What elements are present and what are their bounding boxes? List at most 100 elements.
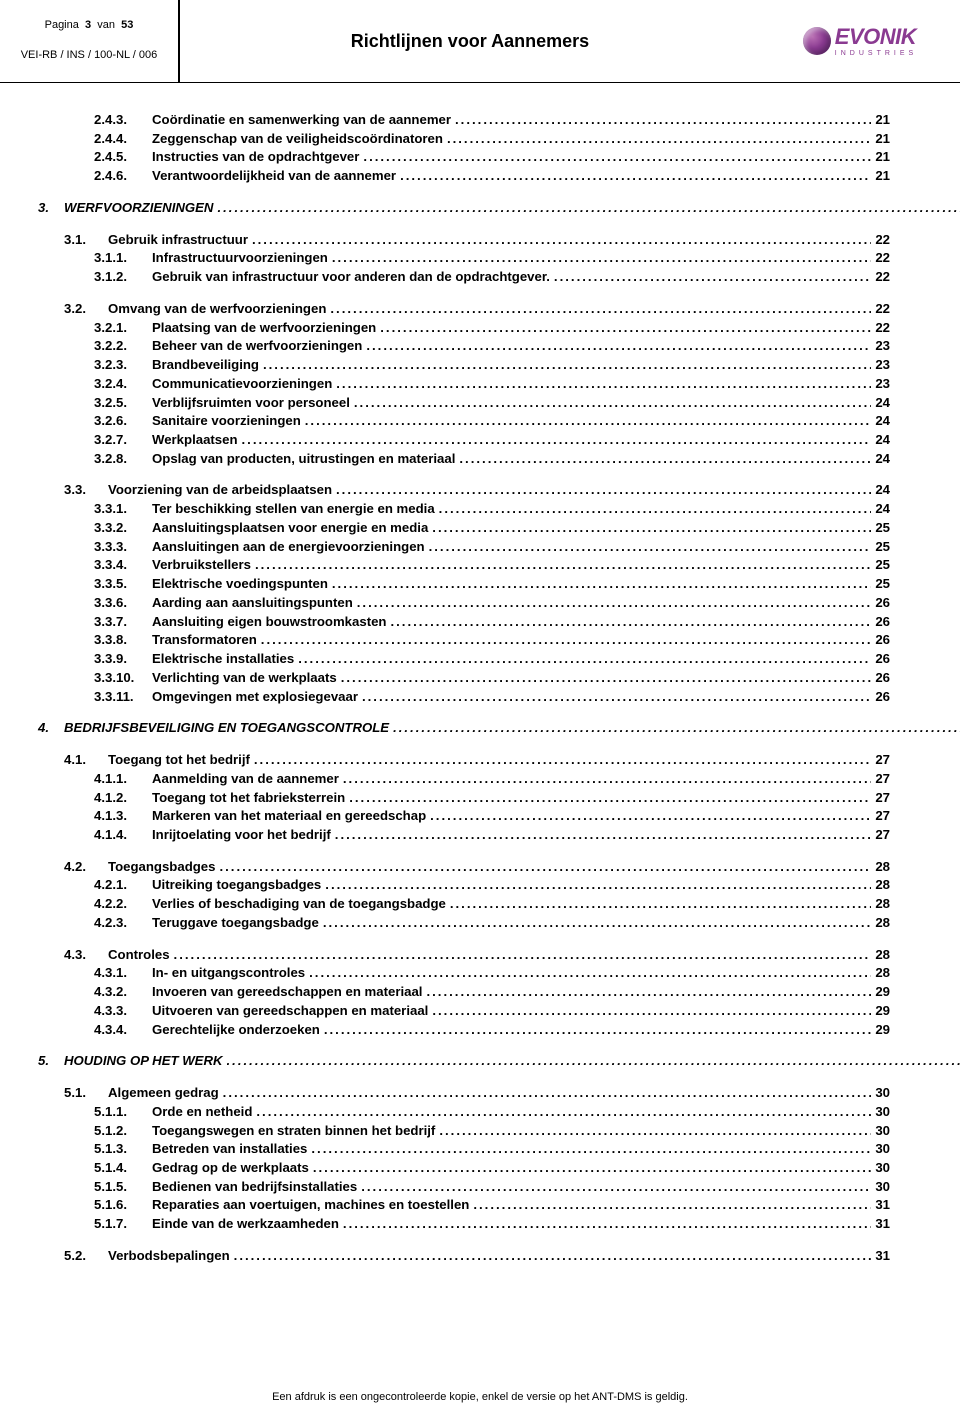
toc-leader-dots	[439, 500, 872, 519]
toc-entry-number: 5.1.2.	[94, 1122, 152, 1141]
toc-entry-page: 21	[875, 167, 890, 186]
toc-entry: 3.2.4.Communicatievoorzieningen 23	[38, 375, 890, 394]
toc-entry-title: Communicatievoorzieningen	[152, 375, 332, 394]
toc-entry-title: Werkplaatsen	[152, 431, 238, 450]
toc-leader-dots	[261, 631, 872, 650]
toc-entry-page: 27	[875, 789, 890, 808]
evonik-logo: EVONIK INDUSTRIES	[803, 26, 917, 57]
toc-leader-dots	[174, 946, 872, 965]
toc-entry-number: 3.3.4.	[94, 556, 152, 575]
page-total: 53	[121, 19, 133, 31]
toc-entry-title: Bedienen van bedrijfsinstallaties	[152, 1178, 357, 1197]
toc-entry: 3.3.1.Ter beschikking stellen van energi…	[38, 500, 890, 519]
toc-entry-title: Opslag van producten, uitrustingen en ma…	[152, 450, 455, 469]
toc-entry-title: Voorziening van de arbeidsplaatsen	[108, 481, 332, 500]
toc-entry-number: 3.3.3.	[94, 538, 152, 557]
toc-entry-page: 24	[875, 431, 890, 450]
toc-entry: 3.3.3.Aansluitingen aan de energievoorzi…	[38, 538, 890, 557]
toc-entry: 4.3.Controles 28	[38, 946, 890, 965]
toc-leader-dots	[324, 1021, 871, 1040]
toc-entry-number: 3.2.1.	[94, 319, 152, 338]
toc-entry-page: 23	[875, 337, 890, 356]
toc-entry: 3.3.11.Omgevingen met explosiegevaar 26	[38, 688, 890, 707]
toc-entry-title: Plaatsing van de werfvoorzieningen	[152, 319, 376, 338]
toc-entry-number: 5.1.1.	[94, 1103, 152, 1122]
toc-entry-title: Beheer van de werfvoorzieningen	[152, 337, 362, 356]
toc-entry-title: Elektrische voedingspunten	[152, 575, 328, 594]
toc-entry-page: 22	[875, 249, 890, 268]
toc-entry: 3.3.7.Aansluiting eigen bouwstroomkasten…	[38, 613, 890, 632]
toc-entry: 3.3.10.Verlichting van de werkplaats 26	[38, 669, 890, 688]
toc-entry-title: Sanitaire voorzieningen	[152, 412, 301, 431]
toc-entry: 5.1.6.Reparaties aan voertuigen, machine…	[38, 1196, 890, 1215]
toc-entry-page: 28	[875, 895, 890, 914]
toc-entry-page: 30	[875, 1122, 890, 1141]
toc-entry-page: 23	[875, 356, 890, 375]
toc-leader-dots	[450, 895, 871, 914]
toc-entry-number: 4.3.	[64, 946, 108, 965]
toc-leader-dots	[255, 556, 871, 575]
toc-chapter-number: 3.	[38, 199, 64, 218]
toc-entry: 4.2.3.Teruggave toegangsbadge 28	[38, 914, 890, 933]
toc-leader-dots	[252, 231, 871, 250]
toc-entry-page: 29	[875, 1002, 890, 1021]
toc-entry-page: 25	[875, 538, 890, 557]
toc-entry-page: 26	[875, 594, 890, 613]
toc-entry-page: 22	[875, 231, 890, 250]
toc-chapter: 3.WERFVOORZIENINGEN 22	[38, 199, 890, 218]
toc-leader-dots	[217, 199, 960, 218]
toc-entry-title: Elektrische installaties	[152, 650, 294, 669]
toc-entry-title: Aansluiting eigen bouwstroomkasten	[152, 613, 386, 632]
page-label-prefix: Pagina	[45, 19, 79, 31]
toc-entry-page: 26	[875, 631, 890, 650]
toc-entry-title: Verbodsbepalingen	[108, 1247, 230, 1266]
toc-entry-title: Toegangswegen en straten binnen het bedr…	[152, 1122, 435, 1141]
toc-entry: 4.2.2.Verlies of beschadiging van de toe…	[38, 895, 890, 914]
toc-entry-page: 28	[875, 858, 890, 877]
toc-entry-number: 3.2.3.	[94, 356, 152, 375]
toc-entry-number: 5.1.	[64, 1084, 108, 1103]
toc-leader-dots	[473, 1196, 871, 1215]
header-left-block: Pagina 3 van 53 VEI-RB / INS / 100-NL / …	[0, 0, 180, 82]
toc-entry-title: Teruggave toegangsbadge	[152, 914, 319, 933]
toc-entry-title: Ter beschikking stellen van energie en m…	[152, 500, 435, 519]
toc-entry: 4.3.3.Uitvoeren van gereedschappen en ma…	[38, 1002, 890, 1021]
toc-leader-dots	[242, 431, 872, 450]
toc-entry-number: 3.3.10.	[94, 669, 152, 688]
toc-entry: 3.2.3.Brandbeveiliging 23	[38, 356, 890, 375]
toc-chapter: 5.HOUDING OP HET WERK 30	[38, 1052, 890, 1071]
toc-entry-page: 28	[875, 876, 890, 895]
toc-entry: 5.1.5.Bedienen van bedrijfsinstallaties …	[38, 1178, 890, 1197]
toc-entry: 3.2.Omvang van de werfvoorzieningen 22	[38, 300, 890, 319]
toc-entry: 3.3.8.Transformatoren 26	[38, 631, 890, 650]
toc-entry-page: 25	[875, 575, 890, 594]
toc-entry-title: Verbruikstellers	[152, 556, 251, 575]
toc-leader-dots	[366, 337, 871, 356]
toc-entry-page: 26	[875, 613, 890, 632]
toc-entry-page: 26	[875, 650, 890, 669]
toc-entry: 5.2.Verbodsbepalingen 31	[38, 1247, 890, 1266]
toc-leader-dots	[393, 719, 960, 738]
toc-leader-dots	[343, 770, 871, 789]
toc-entry-page: 27	[875, 770, 890, 789]
toc-entry-number: 5.2.	[64, 1247, 108, 1266]
toc-leader-dots	[432, 519, 871, 538]
toc-entry: 3.2.5.Verblijfsruimten voor personeel 24	[38, 394, 890, 413]
toc-leader-dots	[426, 983, 871, 1002]
toc-entry-number: 2.4.6.	[94, 167, 152, 186]
toc-entry-title: Uitvoeren van gereedschappen en materiaa…	[152, 1002, 428, 1021]
toc-entry-title: Omgevingen met explosiegevaar	[152, 688, 358, 707]
toc-entry-title: Verlies of beschadiging van de toegangsb…	[152, 895, 446, 914]
toc-entry: 3.2.6.Sanitaire voorzieningen 24	[38, 412, 890, 431]
toc-entry-title: Brandbeveiliging	[152, 356, 259, 375]
toc-entry-title: Uitreiking toegangsbadges	[152, 876, 321, 895]
toc-entry-page: 27	[875, 807, 890, 826]
toc-entry-title: Inrijtoelating voor het bedrijf	[152, 826, 331, 845]
toc-entry-number: 5.1.6.	[94, 1196, 152, 1215]
toc-entry-number: 4.1.	[64, 751, 108, 770]
toc-entry: 5.1.Algemeen gedrag 30	[38, 1084, 890, 1103]
toc-entry: 2.4.4.Zeggenschap van de veiligheidscoör…	[38, 130, 890, 149]
document-page: Pagina 3 van 53 VEI-RB / INS / 100-NL / …	[0, 0, 960, 1421]
toc-entry: 4.1.3.Markeren van het materiaal en gere…	[38, 807, 890, 826]
toc-entry-number: 3.3.11.	[94, 688, 152, 707]
